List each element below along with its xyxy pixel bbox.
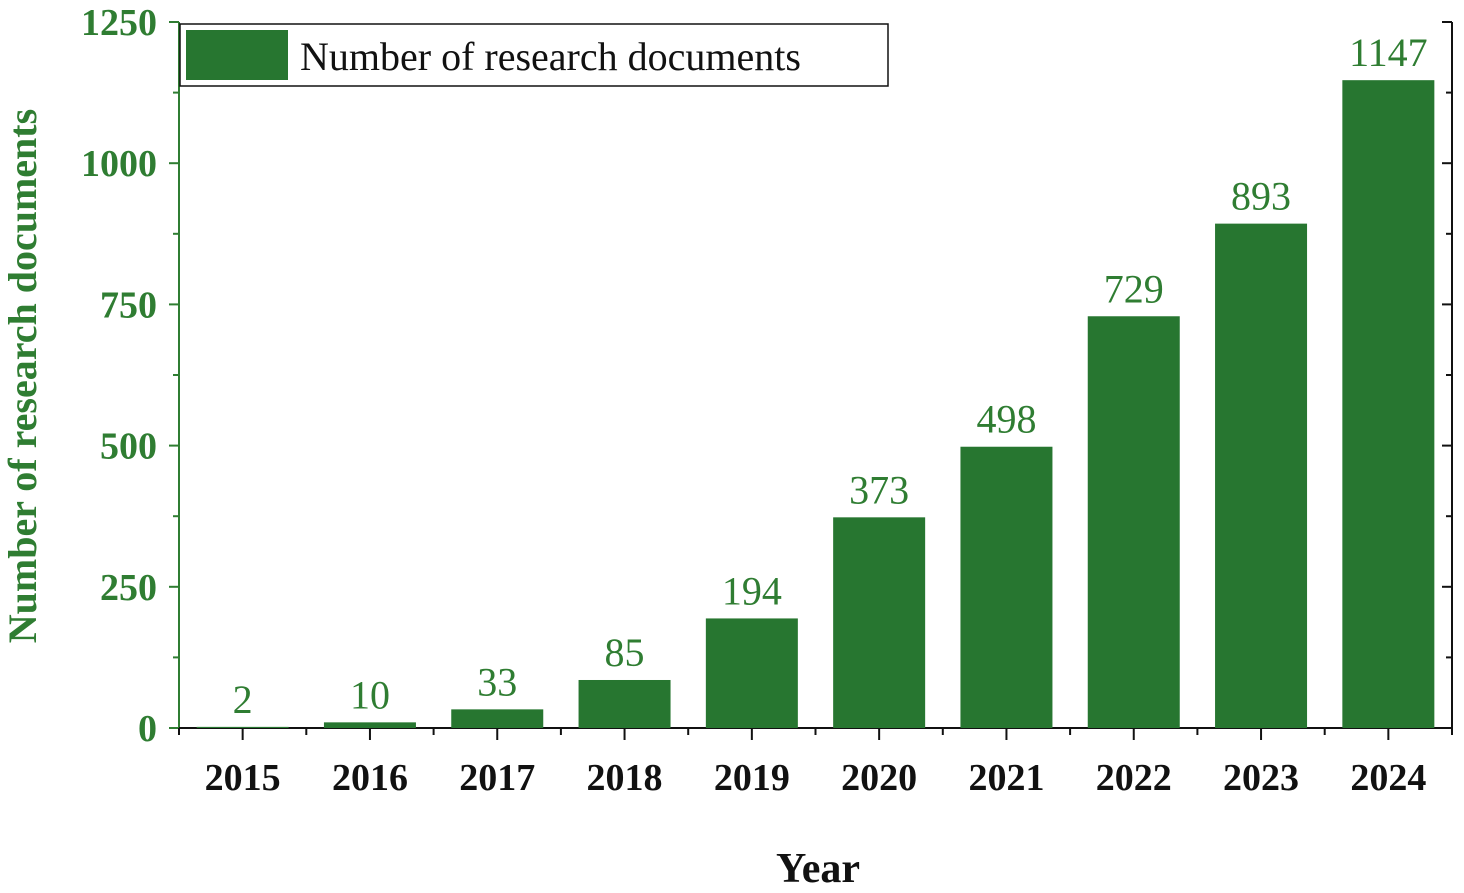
x-axis-title: Year (776, 846, 860, 892)
legend-box (179, 23, 889, 87)
data-label: 10 (350, 672, 390, 717)
bar (1342, 80, 1435, 729)
legend: Number of research documents (179, 23, 889, 87)
data-labels-group: 2 10 33 85 194 373 498 729 893 1147 (233, 30, 1428, 722)
x-tick-label: 2023 (1223, 757, 1299, 799)
x-tick-label: 2018 (587, 757, 663, 799)
data-label: 729 (1104, 266, 1164, 311)
x-tick-label: 2022 (1096, 757, 1172, 799)
x-axis: 2015 2016 2017 2018 2019 2020 2021 2022 2023 2024 (178, 728, 1453, 799)
bar (323, 722, 416, 728)
legend-label: Number of research documents (300, 34, 801, 79)
data-label: 194 (722, 568, 782, 613)
data-label: 1147 (1349, 30, 1428, 75)
bar (451, 709, 544, 728)
bar (1215, 223, 1308, 728)
x-tick-label: 2024 (1350, 757, 1426, 799)
x-tick-label: 2020 (841, 757, 917, 799)
x-tick-label: 2019 (714, 757, 790, 799)
data-label: 85 (605, 630, 645, 675)
y-tick-label: 250 (100, 567, 157, 609)
data-label: 2 (233, 677, 253, 722)
x-tick-label: 2016 (332, 757, 408, 799)
data-label: 498 (976, 397, 1036, 442)
data-label: 893 (1231, 174, 1291, 219)
y-tick-label: 1250 (81, 2, 157, 44)
bar (1087, 316, 1180, 728)
bar (578, 679, 671, 728)
bars-group (196, 80, 1435, 729)
bar (833, 517, 926, 728)
y-tick-label: 0 (138, 708, 157, 750)
y-tick-label: 1000 (81, 143, 157, 185)
data-label: 33 (477, 659, 517, 704)
y-axis-title: Number of research documents (0, 109, 45, 643)
bar (196, 726, 289, 728)
y-axis: 0 250 500 750 1000 1250 (81, 2, 1452, 750)
x-tick-label: 2015 (205, 757, 281, 799)
bar (960, 446, 1053, 728)
bar (705, 618, 798, 728)
data-label: 373 (849, 467, 909, 512)
y-tick-label: 500 (100, 426, 157, 468)
x-tick-label: 2021 (968, 757, 1044, 799)
legend-swatch (186, 30, 288, 80)
x-tick-label: 2017 (459, 757, 535, 799)
y-tick-label: 750 (100, 284, 157, 326)
